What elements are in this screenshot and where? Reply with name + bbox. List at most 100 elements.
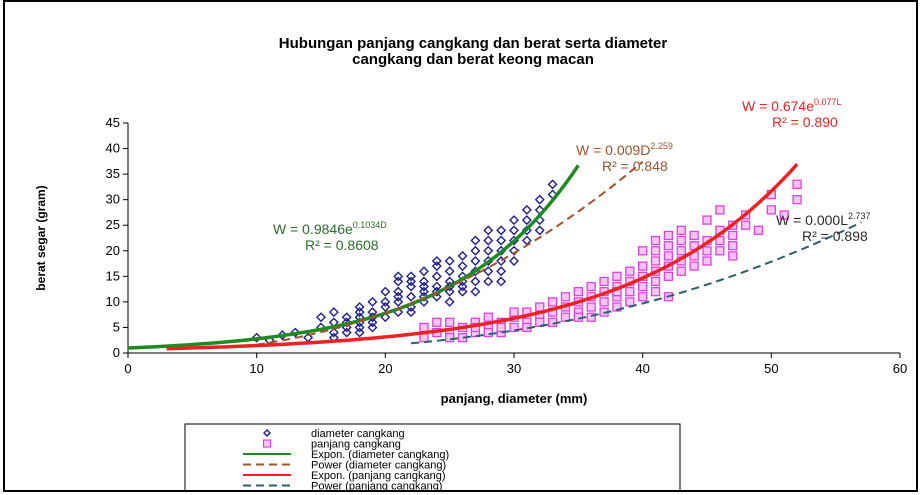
panjang-point [676,225,686,235]
panjang-point [676,235,686,246]
diameter-point [444,256,455,266]
legend-label: Expon. (panjang cangkang) [311,470,446,482]
x-tick-label: 60 [893,361,907,376]
diameter-point [341,327,352,338]
panjang-point [560,292,571,302]
diameter-point [393,286,404,297]
diameter-point [406,281,417,292]
diameter-point [470,256,481,266]
chart-frame: Hubungan panjang cangkang dan berat sert… [3,0,918,492]
trendline-power-diameter-cangkang [243,160,644,348]
diameter-point [418,286,429,297]
legend-label: panjang cangkang [311,439,401,451]
chart-title-line-2: cangkang dan berat keong macan [352,51,594,68]
eq-diam-exp-r-squared: R² = 0.8608 [305,237,379,253]
panjang-point [650,246,661,256]
panjang-point [650,287,661,297]
panjang-point [715,205,725,215]
panjang-point [496,322,506,333]
diameter-point [393,291,404,302]
diameter-point [431,256,442,266]
panjang-point [702,246,712,256]
diameter-point [380,296,391,307]
trendline-expon-panjang-cangkang [166,163,799,351]
panjang-point [586,302,596,312]
panjang-point [586,312,596,322]
diameter-point [341,312,352,323]
diameter-point [444,296,455,307]
chart-canvas: Hubungan panjang cangkang dan berat sert… [34,35,907,490]
x-tick-label: 50 [764,361,778,376]
panjang-point [586,281,596,292]
y-tick-label: 20 [106,243,120,258]
diameter-point [521,215,532,226]
panjang-point [509,322,519,333]
panjang-point [689,230,699,241]
diameter-point [457,261,468,272]
diameter-point [328,307,339,318]
diameter-point [470,245,481,256]
panjang-point [740,220,751,230]
diameter-point [509,225,519,236]
x-tick-label: 30 [507,361,521,376]
diameter-point [457,250,468,261]
diameter-point [470,286,481,297]
diameter-point [431,271,442,282]
y-tick-label: 5 [113,319,120,334]
panjang-point [625,297,635,307]
panjang-point [573,287,583,297]
legend-label: diameter cangkang [311,428,405,440]
panjang-point [445,317,455,327]
eq-panj-pow-equation: W = 0.000L2.737 [776,211,871,228]
panjang-point [445,333,455,343]
panjang-point [535,317,545,327]
panjang-point [715,246,725,256]
diameter-point [483,225,494,236]
y-tick-label: 10 [106,294,120,309]
chart-title-line-1: Hubungan panjang cangkang dan berat sert… [279,35,668,52]
diameter-point [393,276,404,287]
y-tick-label: 15 [106,268,120,283]
panjang-point [663,241,674,251]
diameter-point [316,312,326,323]
y-tick-label: 25 [106,217,120,232]
diameter-point [406,271,417,282]
diameter-point [367,317,378,328]
x-tick-label: 10 [249,361,263,376]
panjang-point [689,261,699,271]
diameter-point [431,281,442,292]
diameter-point [483,266,494,277]
trendline-expon-diameter-cangkang [127,164,580,350]
y-tick-label: 0 [113,345,120,360]
diameter-point [444,266,455,277]
diameter-point [496,225,507,236]
diameter-point [457,281,468,292]
panjang-point [676,246,686,256]
x-axis-label: panjang, diameter (mm) [441,391,588,406]
x-tick-label: 0 [124,361,131,376]
diameter-point [367,322,378,333]
diameter-point [354,302,365,312]
diameter-point [406,307,417,318]
legend-swatch [262,439,272,448]
x-tick-label: 40 [635,361,649,376]
panjang-point [779,210,789,220]
panjang-point [612,302,622,312]
diameter-point [483,276,494,287]
diameter-point [354,307,365,318]
diameter-point [521,225,532,236]
diameter-point [354,327,365,338]
diameter-point [406,276,417,287]
diameter-point [534,225,545,236]
panjang-point [419,322,429,333]
eq-panj-pow-r-squared: R² = 0.898 [802,228,868,244]
diameter-point [406,291,417,302]
panjang-point [728,241,738,251]
diameter-point [457,286,468,297]
diameter-point [393,296,404,307]
panjang-point [625,287,635,297]
diameter-point [418,276,429,287]
diameter-point [290,327,301,338]
panjang-point [599,297,609,307]
panjang-point [650,276,661,287]
